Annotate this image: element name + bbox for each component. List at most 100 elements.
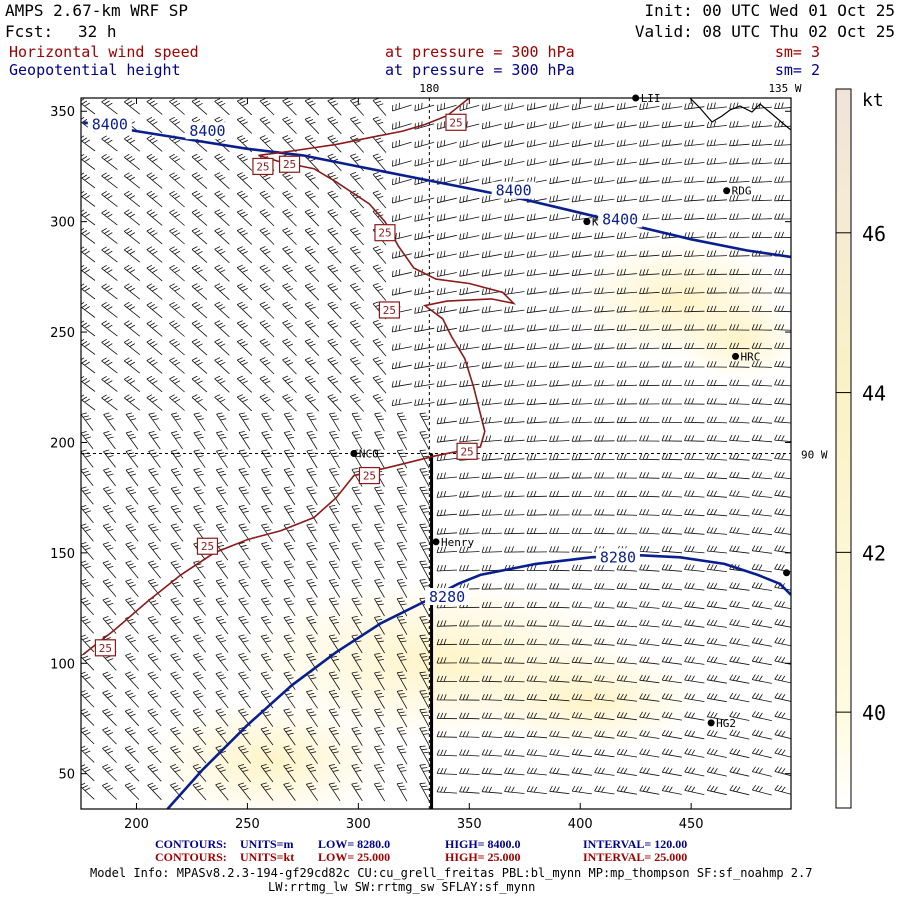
speed-label-text: 25: [283, 158, 296, 171]
contours1-label: CONTOURS:: [155, 837, 227, 851]
model-info-line1: Model Info: MPASv8.2.3-194-gf29cd82c CU:…: [90, 866, 812, 880]
svg-text:CONTOURS: UNITS=kt: CONTOURS: UNITS=kt LOW= 25.000 HIGH= 25.…: [155, 850, 687, 864]
speed-label-box: [374, 224, 396, 242]
header: AMPS 2.67-km WRF SP Fcst: 32 h Init: 00 …: [5, 1, 895, 79]
height-contour-label: 8400: [491, 181, 536, 200]
speed-label-text: 25: [449, 116, 462, 129]
contours1-units: UNITS=m: [240, 837, 294, 851]
station-label: Henry: [441, 536, 474, 549]
speed-label-box: [445, 113, 467, 131]
x-tick-label: 400: [568, 817, 593, 832]
x-tick-label: 250: [235, 817, 260, 832]
height-contour-label: 8280: [595, 548, 640, 566]
footer: CONTOURS: UNITS=m LOW= 8280.0 HIGH= 8400…: [90, 837, 812, 894]
height-label-text: 8400: [496, 182, 532, 200]
wind-barb-field: [81, 98, 791, 802]
colorbar-tick-label: 42: [862, 541, 886, 565]
field2-name: Geopotential height: [9, 61, 181, 79]
speed-label-text: 25: [378, 227, 391, 240]
station-dot: [350, 450, 358, 457]
station-dot: [707, 719, 715, 727]
height-label-text: 8400: [189, 122, 225, 140]
meridian-label-90w: 90 W: [801, 449, 828, 462]
svg-text:CONTOURS: UNITS=m: CONTOURS: UNITS=m LOW= 8280.0 HIGH= 8400…: [155, 837, 687, 851]
speed-contour-label: 25: [374, 224, 396, 242]
station-dot: [783, 569, 791, 577]
colorbar-ticks: 40 42 44 46: [836, 222, 886, 725]
meridian-label-180: 180: [419, 82, 439, 95]
y-tick-label: 300: [50, 216, 75, 231]
height-label-bg: [598, 210, 643, 228]
coastline: [689, 98, 791, 131]
station-label: HRC: [741, 350, 761, 363]
station-label: HG2: [716, 717, 736, 730]
model-info-line2: LW:rrtmg_lw SW:rrtmg_sw SFLAY:sf_mynn: [268, 880, 535, 894]
reference-lines: [81, 98, 791, 809]
height-contour-8280: [166, 553, 791, 809]
contours1-low: LOW= 8280.0: [318, 837, 390, 851]
height-contour-8400: [82, 121, 791, 259]
height-label-text: 8280: [429, 588, 465, 606]
speed-contour-25: [82, 98, 517, 656]
forecast-hours: 32 h: [78, 22, 117, 41]
height-label-bg: [425, 588, 470, 606]
speed-label-box: [94, 639, 117, 657]
axes: 200 250 300 350 400 450 50 100 150 200 250 300 350 18…: [50, 82, 828, 832]
x-tick-label: 200: [124, 817, 149, 832]
init-time: Init: 00 UTC Wed 01 Oct 25: [645, 1, 895, 20]
speed-contour-label: 25: [252, 157, 274, 176]
y-tick-label: 150: [50, 547, 75, 562]
valid-time: Valid: 08 UTC Thu 02 Oct 25: [635, 22, 895, 41]
y-tick-label: 350: [50, 105, 75, 120]
speed-contour-label: 25: [456, 442, 478, 460]
height-contour-label: 8280: [425, 588, 470, 606]
contours2-label: CONTOURS:: [155, 850, 227, 864]
colorbar-fill: [835, 88, 852, 809]
speed-contour-label: 25: [196, 537, 219, 555]
height-label-bg: [595, 548, 640, 566]
station-rdg: RDG: [723, 185, 752, 198]
colorbar-tick-label: 40: [862, 701, 886, 725]
speed-contour-label: 25: [358, 466, 381, 485]
title: AMPS 2.67-km WRF SP: [5, 1, 188, 20]
height-label-bg: [491, 181, 536, 199]
speed-label-box: [252, 157, 274, 176]
speed-label-text: 25: [460, 445, 473, 458]
speed-shade-sw: [150, 700, 390, 809]
contours2-low: LOW= 25.000: [318, 850, 390, 864]
field1-smooth: sm= 3: [775, 43, 820, 61]
y-tick-label: 250: [50, 326, 75, 341]
speed-label-box: [196, 537, 219, 555]
station-henry: Henry: [432, 536, 474, 549]
contours1-interval: INTERVAL= 120.00: [583, 837, 687, 851]
speed-label-text: 25: [256, 160, 269, 173]
height-label-bg: [185, 122, 230, 140]
contours2-units: UNITS=kt: [240, 850, 294, 864]
speed-label-box: [456, 442, 478, 460]
station-hg2: HG2: [707, 717, 736, 730]
speed-shade-se: [480, 650, 700, 750]
plot-area: LIIRDGKENHRCNCOHenryHG2 8400840084008400…: [50, 82, 828, 832]
plot-frame: [80, 97, 792, 810]
station-label: NCO: [359, 448, 379, 461]
speed-label-text: 25: [201, 540, 214, 553]
field1-name: Horizontal wind speed: [9, 43, 199, 61]
wind-barbs: [81, 98, 791, 802]
station-dot: [732, 352, 740, 360]
y-tick-label: 200: [50, 436, 75, 451]
speed-label-box: [358, 466, 381, 485]
speed-shade-e: [680, 300, 791, 380]
speed-contour-label: 25: [94, 639, 117, 657]
colorbar-unit: kt: [862, 90, 884, 111]
station-marker: [783, 569, 791, 577]
colorbar: kt 40 42 44 46: [835, 88, 886, 809]
station-dot: [432, 538, 440, 546]
height-contour-label: 8400: [87, 115, 132, 133]
speed-label-text: 25: [383, 304, 396, 317]
height-label-bg: [87, 115, 132, 133]
x-tick-label: 350: [457, 817, 482, 832]
speed-label-text: 25: [363, 470, 376, 483]
x-tick-label: 450: [679, 817, 704, 832]
contour-labels: 8400 8400 8400 8400 8280 8280 25 25 25 25 25 25 25 25…: [87, 113, 643, 657]
